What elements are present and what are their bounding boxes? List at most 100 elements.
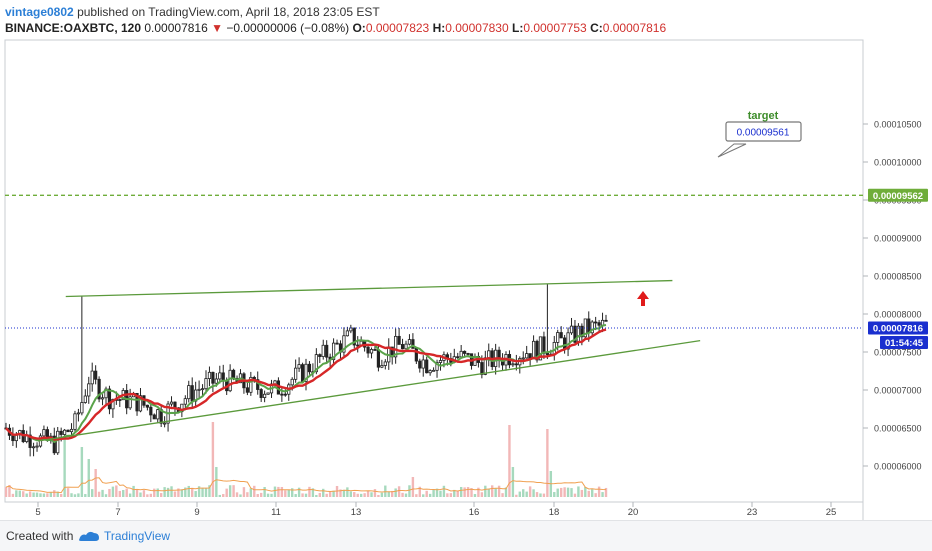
open-value: 0.00007823 [365,21,430,35]
volume-bar [32,492,35,497]
volume-bar [546,429,549,497]
volume-bar [542,493,546,497]
author-link[interactable]: vintage0802 [5,5,74,19]
countdown-tag-background [880,335,928,349]
volume-bar [80,447,84,497]
candle-body [356,344,360,347]
candle-body [90,370,94,385]
candle-body [314,354,318,373]
volume-bar [97,491,101,497]
volume-bar [553,492,556,497]
chart-area[interactable]: target 0.00009561 5 7 9 11 13 16 18 20 23 25 0.00… [0,38,932,520]
volume-bar [584,487,587,497]
ohlc-info: BINANCE:OAXBTC, 120 0.00007816 ▼ −0.0000… [5,21,666,35]
footer-bar: Created with TradingView [0,520,932,551]
price-tick-label: 0.00010500 [874,120,922,130]
volume-bar [422,494,425,497]
upper-trendline[interactable] [65,279,673,298]
volume-bar [8,485,11,497]
callout-pointer [717,143,747,158]
volume-bar [259,492,263,497]
volume-bar [42,493,46,497]
price-axis[interactable]: 0.00006000 0.00006500 0.00007000 0.00007500… [863,120,922,472]
last-price-tag: 0.00007816 01:54:45 [868,321,928,349]
candle-body [145,404,149,408]
volume-layer [4,422,608,497]
volume-bar [597,486,601,497]
volume-bar [77,493,80,497]
volume-bar [128,493,132,497]
volume-bar [477,487,480,497]
price-tick-label: 0.00008500 [874,272,922,282]
fast-moving-average-line [5,328,607,441]
volume-bar [256,494,259,497]
volume-bar [153,488,156,497]
volume-bar [439,490,442,497]
candle-body [249,376,253,393]
target-callout[interactable]: 0.00009561 [717,121,802,158]
volume-bar [573,493,577,497]
volume-bar [301,493,304,497]
volume-bar [87,459,90,497]
volume-bar [59,493,63,497]
lower-trendline[interactable] [37,339,701,442]
volume-bar [494,488,497,497]
volume-bar [311,488,315,497]
close-label: C: [590,21,603,35]
low-value: 0.00007753 [523,21,587,35]
candle-body [31,446,36,449]
time-tick-label: 13 [351,507,362,518]
time-tick-label: 18 [549,507,560,518]
volume-bar [318,492,321,497]
candle-body [266,392,270,395]
volume-bar [273,486,277,497]
down-triangle-icon: ▼ [211,21,224,35]
candle-body [480,362,484,375]
candle-body [597,322,601,326]
volume-bar [497,485,501,497]
time-axis[interactable]: 5 7 9 11 13 16 18 20 23 25 [35,502,836,518]
candle-body [542,336,546,354]
candle-body [128,396,132,409]
candle-body [559,332,563,339]
up-arrow-icon [637,291,649,306]
candle-body [545,352,549,356]
price-tick-label: 0.00007500 [874,348,922,358]
volume-bar [218,494,221,497]
volume-bar [377,494,380,497]
volume-bar [291,488,294,497]
volume-bar [456,490,459,497]
symbol-label: BINANCE:OAXBTC, 120 [5,21,142,35]
price-tick-label: 0.00006500 [874,424,922,434]
volume-bar [270,493,273,497]
volume-bar [111,486,115,497]
candle-body [435,362,439,371]
candle-body [290,378,294,386]
tradingview-logo-icon[interactable] [78,529,100,543]
volume-average-line [5,477,607,494]
volume-bar [322,488,325,497]
candle-body [228,369,232,392]
volume-bar [466,487,470,497]
candle-body [456,356,460,359]
price-chart[interactable]: target 0.00009561 5 7 9 11 13 16 18 20 23 25 0.00… [0,38,932,520]
candle-body [421,359,425,369]
tradingview-link[interactable]: TradingView [104,529,171,543]
open-label: O: [352,21,366,35]
candle-body [197,388,201,391]
candle-body [573,325,577,343]
candle-body [604,319,608,322]
time-tick-label: 23 [747,507,758,518]
target-tag-background [868,188,928,202]
candle-body [183,398,187,405]
volume-bar [239,494,242,497]
candle-body [97,378,101,400]
time-tick-label: 11 [271,507,281,518]
last-price: 0.00007816 [144,21,208,35]
volume-bar [277,486,280,497]
candle-body [304,363,308,382]
volume-bar [463,487,466,497]
volume-bar [484,485,487,497]
price-change: −0.00000006 (−0.08%) [226,21,350,35]
volume-bar [204,487,208,497]
